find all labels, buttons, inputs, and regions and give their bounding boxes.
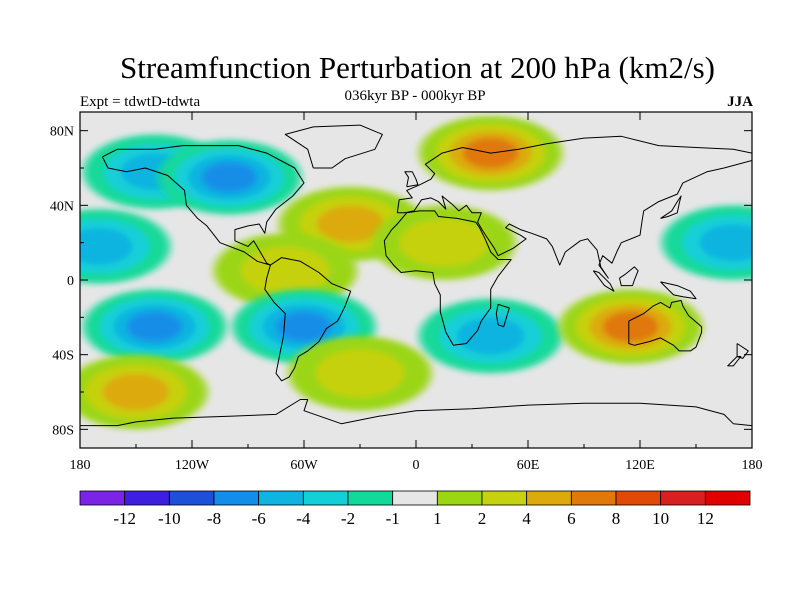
colorbar: -12 -10 -8 -6 -4 -2 -1 1 2 4 6 8 10 12 [79,490,751,528]
coastline-africa [383,210,512,346]
colorbar-label: -4 [296,509,311,528]
colorbar-swatch [213,490,260,506]
coastline-new-zealand [736,343,749,359]
colorbar-label: -2 [341,509,355,528]
colorbar-swatch [615,490,662,506]
y-tick-label: 40S [52,349,74,364]
coastline-australia [628,300,703,352]
anomaly-w-pacific-low [659,204,752,281]
x-tick-label: 60E [517,458,540,473]
axis-ticks: 180 120W 60W 0 60E 120E 180 80N 40N 0 40S 80S [50,112,763,473]
coastline-new-zealand-south [727,356,742,367]
colorbar-label: -1 [386,509,400,528]
colorbar-swatch [258,490,304,506]
x-tick-label: 120W [175,458,210,473]
x-tick-label: 120E [625,458,655,473]
x-tick-label: 60W [290,458,318,473]
coastline-madagascar [495,303,510,328]
anomaly-australia-high [556,288,705,365]
anomaly-s-indian-low [416,298,565,374]
colorbar-swatch [347,490,394,506]
x-tick-label: 180 [742,458,763,473]
coastline-sumatra [592,270,615,292]
coastline-north-america [101,145,305,266]
anomaly-s-pacific-low [80,288,229,365]
colorbar-label: 10 [652,509,669,528]
experiment-label: Expt = tdwtD-tdwta [80,94,201,110]
y-tick-label: 0 [67,274,74,289]
y-tick-label: 80N [50,125,74,140]
colorbar-swatch [168,490,215,506]
colorbar-swatch [79,490,126,506]
colorbar-label: 4 [522,509,531,528]
coastline-uk [404,171,419,188]
anomaly-n-africa-high [370,204,518,281]
colorbar-label: 6 [567,509,576,528]
colorbar-label: 1 [433,509,442,528]
colorbar-label: 8 [612,509,621,528]
anomaly-e-pacific-low [80,208,173,285]
colorbar-swatch [436,490,483,506]
anomaly-n-america-low [155,139,304,216]
period-label: 036kyr BP - 000kyr BP [344,88,486,104]
colorbar-label: -10 [158,509,181,528]
coastline-south-america [264,257,352,382]
coastline-borneo [619,266,639,287]
colorbar-label: -6 [252,509,266,528]
contour-field [80,112,752,448]
coastlines [80,124,752,427]
colorbar-label: 2 [478,509,487,528]
colorbar-swatch [570,490,617,506]
colorbar-swatch [704,490,751,506]
colorbar-swatch [124,490,170,506]
colorbar-swatch [660,490,706,506]
coastline-eurasia [396,135,752,279]
colorbar-swatch [526,490,572,506]
x-tick-label: 180 [70,458,91,473]
anomaly-s-ocean-high-2 [286,335,434,412]
coastline-japan [660,195,682,219]
x-tick-label: 0 [413,458,420,473]
colorbar-swatch [302,490,349,506]
anomaly-amazon-high [211,232,360,309]
colorbar-label: -8 [207,509,221,528]
colorbar-swatch [481,490,528,506]
anomaly-s-ocean-high [80,354,210,430]
colorbar-label: -12 [113,509,136,528]
colorbar-swatch [392,490,438,506]
colorbar-label: 12 [697,509,714,528]
coastline-antarctica [80,399,752,427]
y-tick-label: 80S [52,423,74,438]
y-tick-label: 40N [50,199,74,214]
coastline-greenland [284,124,383,169]
chart-title: Streamfunction Perturbation at 200 hPa (… [120,50,715,85]
coastline-new-guinea [660,281,697,300]
season-label: JJA [727,94,753,110]
